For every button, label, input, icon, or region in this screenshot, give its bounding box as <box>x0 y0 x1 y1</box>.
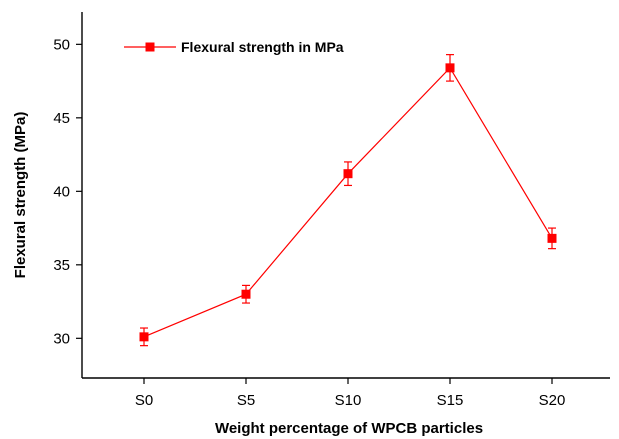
x-tick-label-s5: S5 <box>237 392 255 409</box>
legend-marker <box>145 42 155 52</box>
y-tick-label-45: 45 <box>53 110 70 127</box>
x-tick-label-s20: S20 <box>539 392 566 409</box>
y-tick-label-50: 50 <box>53 36 70 53</box>
x-tick-label-s10: S10 <box>335 392 362 409</box>
x-tick-label-s15: S15 <box>437 392 464 409</box>
y-tick-label-35: 35 <box>53 257 70 274</box>
y-tick-label-40: 40 <box>53 183 70 200</box>
data-point-s0 <box>139 332 149 342</box>
legend-label: Flexural strength in MPa <box>181 39 344 55</box>
data-point-s10 <box>343 169 353 179</box>
x-tick-label-s0: S0 <box>135 392 153 409</box>
x-axis-title: Weight percentage of WPCB particles <box>215 420 483 437</box>
data-point-s20 <box>547 233 557 243</box>
data-point-s15 <box>445 63 455 73</box>
y-tick-label-30: 30 <box>53 330 70 347</box>
y-axis-ticks: 30 35 40 45 50 <box>53 36 82 347</box>
axes <box>81 12 610 379</box>
y-axis-title: Flexural strength (MPa) <box>12 112 29 279</box>
data-point-s5 <box>241 289 251 299</box>
series-flexural-strength <box>139 54 557 347</box>
legend: Flexural strength in MPa <box>124 39 344 55</box>
x-axis-ticks: S0 S5 S10 S15 S20 <box>135 378 566 409</box>
series-line <box>143 66 553 338</box>
